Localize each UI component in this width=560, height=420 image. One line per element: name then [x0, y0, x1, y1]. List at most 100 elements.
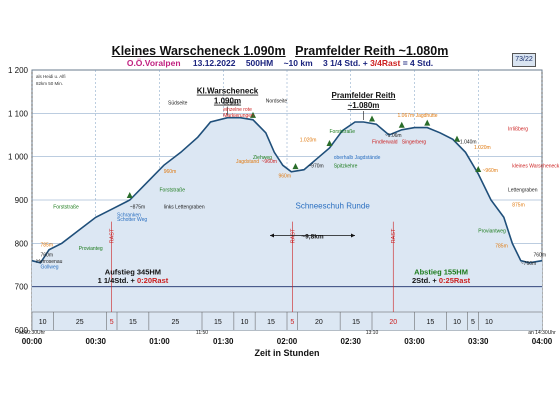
x-tick-label: 03:00: [404, 337, 425, 346]
profile-annotation: 960m: [279, 173, 292, 179]
subtitle-date: 13.12.2022: [192, 58, 236, 68]
subtitle-region: O.Ö.Voralpen: [126, 58, 181, 68]
time-label: 11:50: [196, 330, 208, 336]
profile-annotation: 1.067m Jagdhütte: [398, 113, 438, 119]
profile-annotation: ~960m: [483, 168, 498, 174]
profile-annotation: Schotter Weg: [117, 217, 147, 223]
profile-annotation: Forststraße: [160, 187, 186, 193]
profile-annotation: ~970m: [308, 164, 323, 170]
peak-name: Kl.Warscheneck: [197, 87, 259, 96]
profile-annotation: Schranken: [117, 212, 141, 218]
waymark-tree: [424, 119, 431, 126]
x-tick-label: 03:30: [468, 337, 489, 346]
subtitle-duration-total: = 4 Std.: [402, 58, 434, 68]
title-main-left: Kleines Warscheneck 1.090m: [111, 44, 286, 58]
profile-annotation: oberhalb Jagdstände: [334, 155, 381, 161]
segment-minutes: 15: [352, 319, 360, 326]
x-axis-label: Zeit in Stunden: [255, 348, 320, 358]
profile-annotation: 760m: [534, 252, 547, 258]
segment-minutes: 10: [241, 319, 249, 326]
profile-annotation: Findlerwald: [372, 140, 398, 146]
profile-line: [31, 116, 543, 264]
waymark-tree: [454, 135, 460, 142]
distance-label: ~9,8km: [301, 234, 323, 241]
time-label: an 14:30Uhr: [528, 330, 556, 336]
profile-annotation: ~760m: [521, 261, 536, 267]
ascent-box-line2: 1 1/4Std. + 0:20Rast: [98, 276, 169, 285]
title-main-right: Pramfelder Reith ~1.080m: [295, 44, 449, 58]
descent-box-duration: 2Std. +: [412, 276, 439, 285]
profile-annotation: Lettengraben: [508, 187, 538, 193]
profile-annotation: Nordseite: [266, 99, 288, 105]
waymark-tree: [398, 121, 405, 128]
profile-annotation: Spitzkehre: [334, 164, 358, 170]
rest-marker-label: RAST: [391, 228, 397, 243]
waymark-tree: [292, 163, 299, 170]
profile-annotation: Herrosenau: [36, 259, 62, 265]
profile-annotation: 1.020m: [300, 138, 317, 144]
segment-minutes: 20: [389, 319, 397, 326]
segment-minutes: 25: [172, 319, 180, 326]
profile-annotation: Provianteg: [79, 246, 103, 252]
y-tick-label: 800: [15, 239, 29, 248]
profile-annotation: Singerberg: [402, 140, 427, 146]
y-tick-label: 1 200: [8, 66, 29, 75]
subtitle-rest: 3/4Rast: [370, 58, 401, 68]
segment-minutes: 5: [110, 319, 114, 326]
segment-minutes: 15: [267, 319, 275, 326]
profile-annotation: ~1.040m: [457, 140, 477, 146]
segment-minutes: 15: [214, 319, 222, 326]
peak-elevation: 1.090m: [214, 97, 241, 106]
profile-annotation: 875m: [512, 203, 525, 209]
profile-annotation: Markierungen: [223, 113, 254, 119]
segment-minutes: 15: [427, 319, 435, 326]
x-tick-label: 00:30: [86, 337, 107, 346]
x-tick-label: 02:00: [277, 337, 298, 346]
x-tick-label: 04:00: [532, 337, 553, 346]
segment-minutes: 10: [39, 319, 47, 326]
subtitle-duration-base: 3 1/4 Std. +: [323, 58, 368, 68]
segment-minutes: 10: [485, 319, 493, 326]
waymark-tree: [126, 192, 133, 198]
profile-annotation: ~875m: [130, 205, 145, 211]
descent-box-rest: 0:25Rast: [439, 276, 471, 285]
waymark-tree: [250, 111, 256, 118]
profile-annotation: Gollweg: [41, 264, 59, 270]
profile-annotation: 760m: [41, 252, 54, 258]
profile-annotation: Forststraße: [53, 205, 79, 211]
profile-annotation: einzelne rote: [223, 107, 252, 113]
time-label: ab10:30Uhr: [19, 330, 45, 336]
descent-box-line1: Abstieg 155HM: [414, 268, 468, 277]
subtitle-distance: ~10 km: [283, 58, 313, 68]
chart-title: Kleines Warscheneck 1.090m Pramfelder Re…: [0, 44, 560, 58]
waymark-tree: [475, 166, 482, 172]
profile-annotation: 960m: [164, 169, 177, 175]
y-tick-label: 1 000: [8, 153, 29, 162]
segment-minutes: 5: [290, 319, 294, 326]
waymark-tree: [369, 115, 375, 122]
ascent-box-line1: Aufstieg 345HM: [105, 268, 161, 277]
credit-line: als Heidi u. Alfi: [36, 74, 66, 79]
time-label: 13:10: [366, 330, 379, 336]
x-tick-label: 00:00: [22, 337, 43, 346]
profile-annotation: Irrlißberg: [508, 127, 528, 133]
peak-elevation: ~1.080m: [348, 101, 380, 110]
profile-annotation: kleines Warscheneck: [512, 164, 560, 170]
segment-minutes: 10: [453, 319, 461, 326]
profile-annotation: 1.020m: [474, 145, 491, 151]
segment-minutes: 20: [315, 319, 323, 326]
ascent-box-rest: 0:20Rast: [137, 276, 169, 285]
descent-box-line2: 2Std. + 0:25Rast: [412, 276, 471, 285]
peak-name: Pramfelder Reith: [331, 91, 395, 100]
page-badge: 73/22: [512, 53, 536, 67]
chart-subtitle: O.Ö.Voralpen 13.12.2022 500HM ~10 km 3 1…: [0, 58, 560, 68]
subtitle-ascent: 500HM: [245, 58, 274, 68]
x-tick-label: 01:30: [213, 337, 234, 346]
segment-minutes: 25: [76, 319, 84, 326]
region-label: Schneeschuh Runde: [296, 202, 371, 211]
profile-annotation: Ziehweg: [253, 155, 272, 161]
segment-minutes: 5: [471, 319, 475, 326]
profile-annotation: Südseite: [168, 101, 188, 107]
y-tick-label: 700: [15, 283, 29, 292]
